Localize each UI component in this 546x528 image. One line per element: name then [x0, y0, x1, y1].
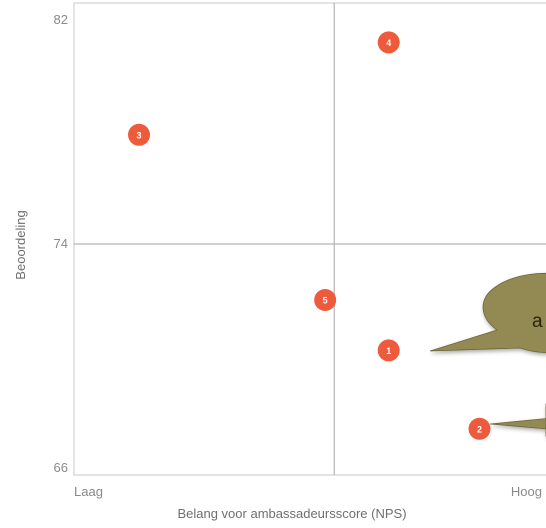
y-tick-label: 66: [54, 460, 68, 475]
x-axis-ticks: Laag Hoog: [74, 484, 542, 499]
y-tick-label: 74: [54, 236, 68, 251]
data-points: 1 2 3 4 5: [128, 31, 491, 440]
point-label: 3: [137, 130, 142, 140]
x-tick-label: Hoog: [511, 484, 542, 499]
y-axis-ticks: 66 74 82: [54, 12, 68, 475]
point-marker: [377, 31, 400, 54]
point-label: 5: [323, 296, 328, 306]
point-marker: [314, 289, 337, 311]
callout-1-text: a: [532, 311, 543, 332]
callout-bubble-2: [489, 403, 546, 437]
point-marker: [468, 417, 491, 440]
point-marker: [377, 339, 400, 362]
x-tick-label: Laag: [74, 484, 103, 499]
x-axis-label: Belang voor ambassadeursscore (NPS): [177, 506, 406, 521]
point-label: 4: [386, 38, 391, 48]
plot-area: [73, 2, 546, 476]
callout-bubble-1: a: [429, 272, 546, 354]
callouts: a: [429, 272, 546, 437]
point-label: 2: [477, 424, 482, 434]
callout-1-shape: [429, 272, 546, 354]
callout-2-shape: [489, 418, 546, 430]
y-tick-label: 82: [54, 12, 68, 27]
y-axis-label: Beoordeling: [13, 210, 28, 279]
point-marker: [128, 123, 151, 146]
point-label: 1: [386, 346, 391, 356]
